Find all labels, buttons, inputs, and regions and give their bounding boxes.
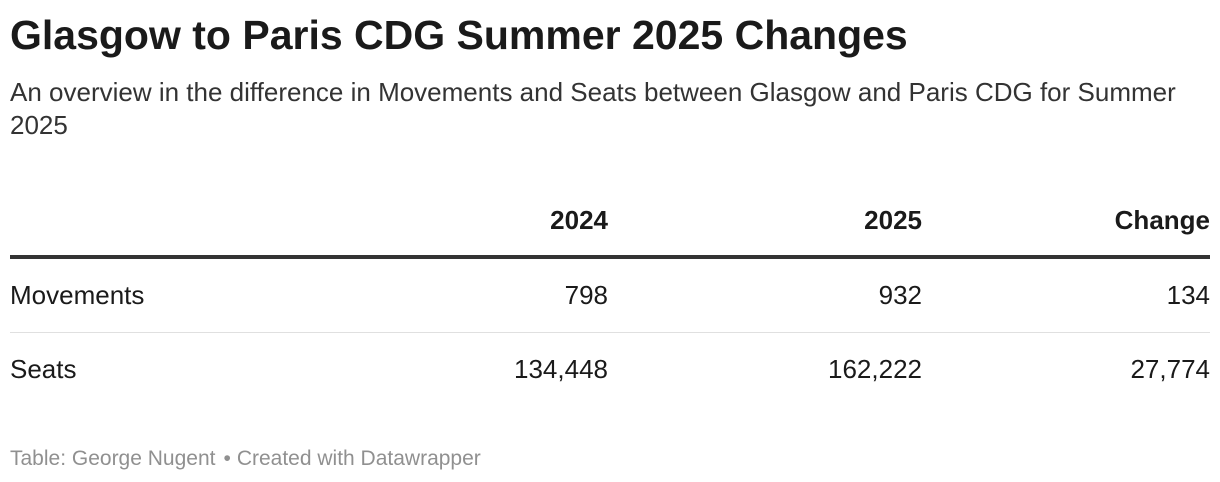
chart-subtitle: An overview in the difference in Movemen…	[10, 77, 1176, 140]
cell-2024: 798	[564, 280, 608, 310]
footer-separator: •	[223, 447, 231, 470]
footer-credit[interactable]: Created with Datawrapper	[236, 447, 481, 470]
table-header-row: 2024 2025 Change	[10, 185, 1210, 257]
cell-change: 134	[1166, 280, 1210, 310]
table-body: Movements 798 932 134 Seats 134,448 162,…	[10, 257, 1210, 406]
cell-2024: 134,448	[514, 354, 608, 384]
column-header-label	[10, 185, 410, 257]
column-header-2024: 2024	[550, 204, 608, 235]
chart-header: Glasgow to Paris CDG Summer 2025 Changes…	[10, 0, 1210, 142]
cell-2025: 932	[878, 280, 922, 310]
data-table: 2024 2025 Change Movements 798 932 134 S…	[10, 185, 1210, 406]
table-header: 2024 2025 Change	[10, 185, 1210, 257]
row-label: Movements	[10, 280, 145, 310]
cell-2025: 162,222	[828, 354, 922, 384]
column-header-change: Change	[1114, 204, 1210, 235]
cell-change: 27,774	[1130, 354, 1210, 384]
column-header-2025: 2025	[864, 204, 922, 235]
row-label: Seats	[10, 354, 77, 384]
chart-title: Glasgow to Paris CDG Summer 2025 Changes	[10, 12, 908, 58]
table-row: Seats 134,448 162,222 27,774	[10, 333, 1210, 407]
chart-footer: Table: George Nugent • Created with Datawr…	[10, 446, 481, 472]
footer-source: Table: George Nugent	[10, 447, 216, 470]
table-row: Movements 798 932 134	[10, 257, 1210, 333]
